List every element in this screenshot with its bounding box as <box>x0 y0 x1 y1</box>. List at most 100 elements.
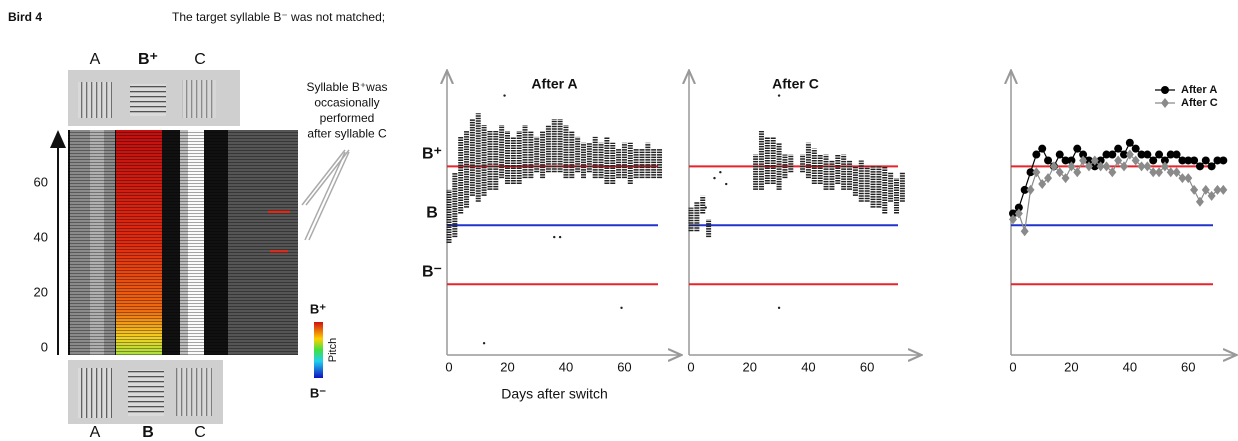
marker <box>1049 161 1058 172</box>
colorbar-label: Pitch <box>327 338 339 362</box>
x-tick-label: 0 <box>445 359 452 374</box>
annotation: after syllable C <box>307 127 387 141</box>
marker <box>1160 156 1169 165</box>
spectrogram-top <box>68 70 240 126</box>
outlier-point <box>482 342 486 345</box>
marker <box>1219 184 1228 195</box>
marker <box>1155 150 1164 159</box>
legend-label: After A <box>1181 84 1217 96</box>
x-tick-label: 40 <box>1123 359 1137 374</box>
reference-label: B⁻ <box>422 263 442 280</box>
marker <box>1149 167 1158 178</box>
marker <box>1131 155 1140 166</box>
bird-label: Bird 4 <box>8 10 42 24</box>
x-tick-label: 60 <box>617 359 631 374</box>
marker <box>1079 150 1088 159</box>
marker <box>1084 161 1093 172</box>
marker <box>1055 150 1064 159</box>
marker <box>1090 155 1099 166</box>
marker <box>1114 144 1123 153</box>
marker <box>1195 196 1204 207</box>
y-tick-label: 60 <box>34 175 48 190</box>
x-tick-label: 20 <box>500 359 514 374</box>
marker <box>1038 179 1047 190</box>
marker <box>1084 156 1093 165</box>
outlier-point <box>553 235 556 239</box>
marker <box>1090 162 1099 171</box>
marker <box>1020 226 1029 237</box>
marker <box>1213 184 1222 195</box>
x-tick-label: 60 <box>860 359 874 374</box>
marker <box>1102 161 1111 172</box>
marker <box>1067 161 1076 172</box>
marker <box>1079 155 1088 166</box>
syllable-label: B <box>142 424 154 441</box>
colorbar-top: B⁺ <box>310 301 326 316</box>
marker <box>1102 150 1111 159</box>
marker <box>1143 150 1152 159</box>
marker <box>1166 150 1175 159</box>
marker <box>1125 138 1134 147</box>
outlier-point <box>713 176 716 180</box>
marker <box>1114 155 1123 166</box>
x-tick-label: 0 <box>687 359 694 374</box>
x-tick-label: 20 <box>1064 359 1078 374</box>
syllable-label: C <box>194 51 206 68</box>
marker <box>1190 156 1199 165</box>
marker <box>1108 150 1117 159</box>
marker <box>1055 167 1064 178</box>
marker <box>1178 156 1187 165</box>
marker <box>1172 167 1181 178</box>
y-tick-label: 0 <box>41 339 48 354</box>
annotation-arrows <box>301 149 350 241</box>
marker <box>1009 214 1017 225</box>
outlier-point <box>777 94 781 97</box>
chart-title: After C <box>772 76 819 92</box>
marker <box>1125 149 1134 160</box>
marker <box>1044 173 1053 184</box>
marker <box>1032 167 1041 178</box>
marker <box>1155 167 1164 178</box>
charts: 0 20 40 60 After A Days after switch B⁺ B B⁻ 0 20 4… <box>422 72 1235 402</box>
marker <box>1061 173 1070 184</box>
colorbar <box>314 322 323 378</box>
outlier-point <box>620 306 623 310</box>
outlier-point <box>719 171 722 174</box>
x-tick-label: 20 <box>742 359 756 374</box>
marker <box>1207 162 1216 171</box>
marker <box>1190 184 1199 195</box>
marker <box>1219 156 1228 165</box>
reference-label: B⁺ <box>422 146 442 163</box>
marker <box>1149 156 1158 165</box>
legend-label: After C <box>1181 97 1218 109</box>
marker <box>1096 156 1105 165</box>
syllable-label: A <box>90 51 101 68</box>
outlier-point <box>704 206 707 209</box>
marker <box>1073 144 1082 153</box>
marker <box>1026 184 1035 195</box>
colorbar-bottom: B⁻ <box>310 385 326 400</box>
x-tick-label: 40 <box>801 359 815 374</box>
marker <box>1143 161 1152 172</box>
marker <box>1137 150 1146 159</box>
syllable-label: A <box>90 424 101 441</box>
marker <box>1108 167 1117 178</box>
syllable-label: C <box>194 424 206 441</box>
outlier-point <box>503 94 506 97</box>
marker <box>1184 173 1193 184</box>
marker <box>1207 190 1216 201</box>
marker <box>1195 162 1204 171</box>
marker <box>1067 156 1076 165</box>
annotation: Syllable B⁺was <box>306 80 387 94</box>
outlier-point <box>725 182 728 186</box>
marker <box>1178 173 1187 184</box>
marker <box>1014 203 1023 212</box>
marker <box>1061 156 1070 165</box>
marker <box>1213 156 1222 165</box>
spectrogram-bottom <box>68 360 223 424</box>
annotation: performed <box>320 111 375 125</box>
x-tick-label: 40 <box>559 359 573 374</box>
x-tick-label: 60 <box>1181 359 1195 374</box>
chart-title: After A <box>531 76 577 92</box>
